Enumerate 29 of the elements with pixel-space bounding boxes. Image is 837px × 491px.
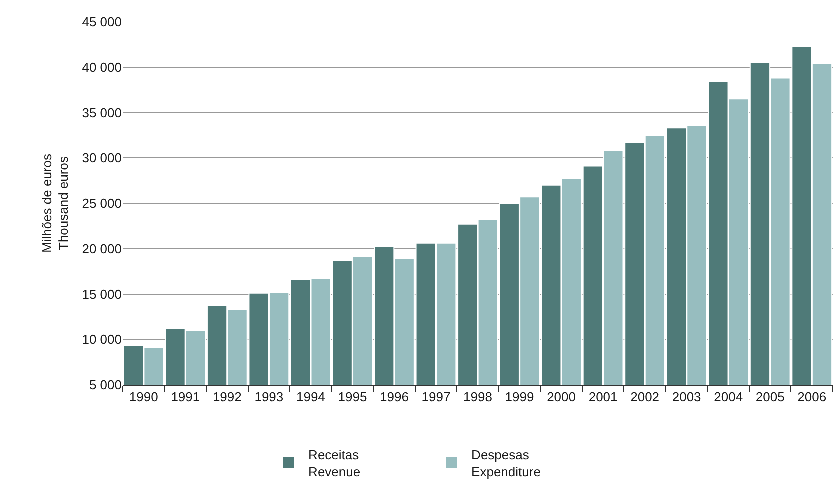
legend-label: Despesas Expenditure — [472, 447, 541, 480]
x-tick-label: 1991 — [171, 390, 200, 405]
x-tick-label: 2006 — [798, 390, 827, 405]
x-tick-label: 2004 — [714, 390, 744, 405]
x-tick-label: 1997 — [422, 390, 451, 405]
y-tick-label: 45 000 — [82, 14, 122, 30]
y-tick-label: 40 000 — [82, 60, 122, 75]
x-tick-label: 2003 — [672, 390, 702, 405]
y-axis-title: Milhões de euros Thousand euros — [39, 154, 72, 253]
x-tick-label: 1998 — [464, 390, 492, 405]
x-tick-label: 1994 — [296, 390, 326, 405]
y-tick-label: 5 000 — [89, 378, 122, 393]
x-tick-label: 1996 — [380, 390, 409, 405]
y-tick-label: 25 000 — [82, 196, 122, 212]
y-tick-label: 30 000 — [82, 150, 122, 166]
y-tick-label: 35 000 — [82, 105, 122, 120]
x-tick-label: 2001 — [588, 390, 618, 405]
x-tick-label: 1992 — [212, 390, 242, 405]
x-tick-label: 2000 — [547, 390, 576, 405]
x-tick-label: 1993 — [254, 390, 284, 405]
y-tick-label: 10 000 — [82, 332, 122, 348]
y-tick-label: 15 000 — [82, 286, 122, 302]
x-tick-label: 1995 — [338, 390, 368, 405]
x-tick-label: 2002 — [630, 390, 660, 405]
x-tick-label: 1990 — [129, 390, 158, 405]
legend-label: Receitas Revenue — [308, 447, 361, 480]
x-tick-label: 2005 — [756, 390, 785, 405]
y-tick-label: 20 000 — [82, 241, 122, 256]
x-tick-label: 1999 — [505, 390, 534, 405]
